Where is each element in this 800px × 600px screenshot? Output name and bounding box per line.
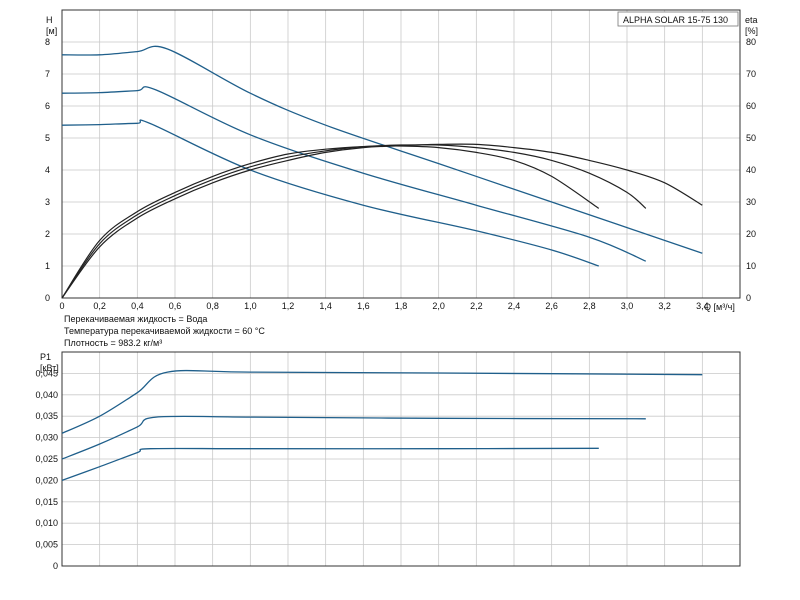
head-efficiency-chart: 0 0,2 0,4 0,6 0,8 1,0 1,2 1,4 1,6 1,8 2,0 2,2 2,4 2,6… xyxy=(45,9,758,312)
x-tick-label: 1,6 xyxy=(357,301,370,311)
power-chart-grid xyxy=(62,352,740,566)
power-tick-label: 0,040 xyxy=(35,390,58,400)
y-tick-label: 8 xyxy=(45,37,50,47)
head-axis-unit: [м] xyxy=(46,26,57,36)
power-axis-name: P1 xyxy=(40,352,51,362)
power-curve xyxy=(61,447,599,482)
x-tick-label: 0,8 xyxy=(206,301,219,311)
eta-axis-unit: [%] xyxy=(745,26,758,36)
x-tick-label: 2,4 xyxy=(508,301,521,311)
title-box xyxy=(617,11,739,27)
y-tick-label: 5 xyxy=(45,133,50,143)
x-tick-label: 2,6 xyxy=(545,301,558,311)
x-tick-label: 2,2 xyxy=(470,301,483,311)
y-tick-label: 7 xyxy=(45,69,50,79)
y2-tick-label: 0 xyxy=(746,293,751,303)
head-chart-frame xyxy=(61,9,741,299)
y-tick-label: 2 xyxy=(45,229,50,239)
note-liquid: Перекачиваемая жидкость = Вода xyxy=(64,314,207,324)
power-chart: 0 0,005 0,010 0,015 0,020 0,025 0,030 0,035 0,04… xyxy=(35,351,741,571)
x-tick-label: 3,4 xyxy=(696,301,709,311)
x-tick-label: 0,2 xyxy=(93,301,106,311)
eta-axis-name: eta xyxy=(745,15,758,25)
power-tick-label: 0,035 xyxy=(35,411,58,421)
head-chart-x-ticks: 0 0,2 0,4 0,6 0,8 1,0 1,2 1,4 1,6 1,8 2,0 2,2 2,4 2,6… xyxy=(59,301,708,311)
y2-tick-label: 30 xyxy=(746,197,756,207)
head-chart-curves xyxy=(61,45,703,299)
y-tick-label: 6 xyxy=(45,101,50,111)
y2-tick-label: 10 xyxy=(746,261,756,271)
head-curve xyxy=(61,86,647,262)
y2-tick-label: 80 xyxy=(746,37,756,47)
x-tick-label: 3,0 xyxy=(621,301,634,311)
y2-tick-label: 20 xyxy=(746,229,756,239)
flow-axis-label: Q [м³/ч] xyxy=(704,302,735,312)
x-tick-label: 1,0 xyxy=(244,301,257,311)
power-tick-label: 0,025 xyxy=(35,454,58,464)
x-tick-label: 0,6 xyxy=(169,301,182,311)
power-tick-label: 0,045 xyxy=(35,368,58,378)
head-chart-y-ticks: 0 1 2 3 4 5 6 7 8 xyxy=(45,37,50,303)
x-tick-label: 1,2 xyxy=(282,301,295,311)
efficiency-curve xyxy=(61,145,600,299)
head-curve xyxy=(61,119,600,267)
power-tick-label: 0 xyxy=(53,561,58,571)
head-chart-y2-ticks: 0 10 20 30 40 50 60 70 80 xyxy=(746,37,756,303)
x-tick-label: 0 xyxy=(59,301,64,311)
power-axis-unit: [кВт] xyxy=(40,363,59,373)
power-tick-label: 0,015 xyxy=(35,497,58,507)
x-tick-label: 2,8 xyxy=(583,301,596,311)
power-curve xyxy=(61,415,646,460)
y-tick-label: 3 xyxy=(45,197,50,207)
y-tick-label: 1 xyxy=(45,261,50,271)
x-tick-label: 3,2 xyxy=(658,301,671,311)
y2-tick-label: 50 xyxy=(746,133,756,143)
y2-tick-label: 40 xyxy=(746,165,756,175)
head-curve xyxy=(61,45,703,254)
x-tick-label: 0,4 xyxy=(131,301,144,311)
y-tick-label: 0 xyxy=(45,293,50,303)
power-tick-label: 0,020 xyxy=(35,475,58,485)
power-chart-curves xyxy=(61,369,703,482)
efficiency-curve xyxy=(61,144,647,299)
note-temperature: Температура перекачиваемой жидкости = 60… xyxy=(64,326,265,336)
y-tick-label: 4 xyxy=(45,165,50,175)
y2-tick-label: 60 xyxy=(746,101,756,111)
power-tick-label: 0,005 xyxy=(35,540,58,550)
note-density: Плотность = 983.2 кг/м³ xyxy=(64,338,162,348)
power-tick-label: 0,030 xyxy=(35,433,58,443)
x-tick-label: 1,8 xyxy=(395,301,408,311)
chart-title: ALPHA SOLAR 15-75 130 xyxy=(623,15,728,25)
x-tick-label: 1,4 xyxy=(319,301,332,311)
head-chart-grid xyxy=(62,10,740,298)
power-tick-label: 0,010 xyxy=(35,518,58,528)
power-curve xyxy=(61,369,703,434)
power-chart-y-ticks: 0 0,005 0,010 0,015 0,020 0,025 0,030 0,035 0,04… xyxy=(35,368,58,571)
y2-tick-label: 70 xyxy=(746,69,756,79)
head-axis-name: H xyxy=(46,15,53,25)
x-tick-label: 2,0 xyxy=(432,301,445,311)
